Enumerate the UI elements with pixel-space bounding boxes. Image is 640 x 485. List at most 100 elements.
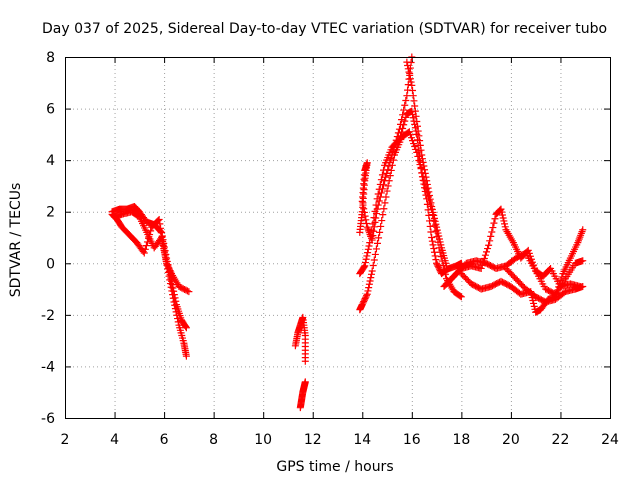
data-point	[416, 141, 424, 149]
data-point	[386, 158, 394, 166]
data-point	[431, 217, 439, 225]
series-track-l	[457, 226, 587, 316]
data-point	[141, 245, 149, 253]
data-point	[172, 297, 180, 305]
grid-layer	[65, 57, 610, 418]
data-point	[396, 120, 404, 128]
data-point	[171, 294, 179, 302]
data-point	[409, 87, 417, 95]
data-point	[435, 235, 443, 243]
data-point	[404, 61, 412, 69]
data-point	[414, 127, 422, 135]
data-point	[433, 226, 441, 234]
data-point	[156, 220, 164, 228]
x-tick-label: 24	[601, 432, 619, 448]
data-point	[407, 134, 415, 142]
data-point	[383, 169, 391, 177]
data-point	[500, 217, 508, 225]
y-axis-label: SDTVAR / TECUs	[8, 183, 24, 298]
data-point	[359, 299, 367, 307]
data-point	[427, 228, 435, 236]
data-point	[429, 208, 437, 216]
data-point	[417, 146, 425, 154]
x-tick-label: 6	[160, 432, 169, 448]
data-point	[359, 201, 367, 209]
data-point	[413, 148, 421, 156]
data-point	[418, 151, 426, 159]
data-point	[362, 255, 370, 263]
data-point	[441, 270, 449, 278]
data-point	[421, 169, 429, 177]
data-point	[407, 78, 415, 86]
data-point	[431, 252, 439, 260]
data-point	[366, 277, 374, 285]
data-point	[434, 229, 442, 237]
data-point	[501, 220, 509, 228]
data-point	[383, 187, 391, 195]
data-point	[365, 242, 373, 250]
data-point	[415, 132, 423, 140]
data-point	[398, 116, 406, 124]
data-point	[490, 219, 498, 227]
data-point	[391, 140, 399, 148]
x-tick-label: 22	[552, 432, 570, 448]
data-point	[430, 214, 438, 222]
y-tick-label: 8	[46, 50, 55, 66]
data-point	[402, 96, 410, 104]
data-point	[425, 188, 433, 196]
data-point	[414, 152, 422, 160]
data-point	[403, 58, 411, 66]
data-point	[497, 205, 505, 213]
data-point	[486, 237, 494, 245]
data-point	[365, 284, 373, 292]
data-point	[373, 239, 381, 247]
data-point	[380, 205, 388, 213]
data-point	[394, 129, 402, 137]
data-point	[411, 143, 419, 151]
data-point	[170, 287, 178, 295]
series-track-m	[502, 264, 587, 306]
data-point	[406, 131, 414, 139]
data-point	[364, 245, 372, 253]
data-point	[360, 208, 368, 216]
data-point	[579, 257, 587, 265]
x-tick-label: 10	[254, 432, 272, 448]
data-point	[422, 173, 430, 181]
data-point	[433, 259, 441, 267]
data-point	[368, 236, 376, 244]
data-point	[301, 378, 309, 386]
data-point	[372, 245, 380, 253]
data-point	[529, 296, 537, 304]
data-point	[364, 249, 372, 257]
data-point	[376, 193, 384, 201]
data-point	[376, 228, 384, 236]
data-point	[363, 220, 371, 228]
data-point	[360, 205, 368, 213]
data-point	[377, 189, 385, 197]
data-point	[363, 252, 371, 260]
data-point	[182, 323, 190, 331]
data-point	[362, 216, 370, 224]
data-point	[413, 122, 421, 130]
data-point	[170, 291, 178, 299]
data-point	[395, 125, 403, 133]
data-point	[421, 166, 429, 174]
data-point	[371, 218, 379, 226]
data-point	[157, 227, 165, 235]
data-point	[498, 208, 506, 216]
data-point	[440, 266, 448, 274]
data-point	[481, 251, 489, 259]
data-point	[491, 215, 499, 223]
data-point	[423, 177, 431, 185]
data-point	[489, 224, 497, 232]
data-point	[365, 280, 373, 288]
data-point	[435, 264, 443, 272]
data-point	[384, 182, 392, 190]
data-point	[555, 283, 563, 291]
data-point	[375, 234, 383, 242]
data-point	[373, 205, 381, 213]
data-point	[410, 97, 418, 105]
data-point	[435, 232, 443, 240]
